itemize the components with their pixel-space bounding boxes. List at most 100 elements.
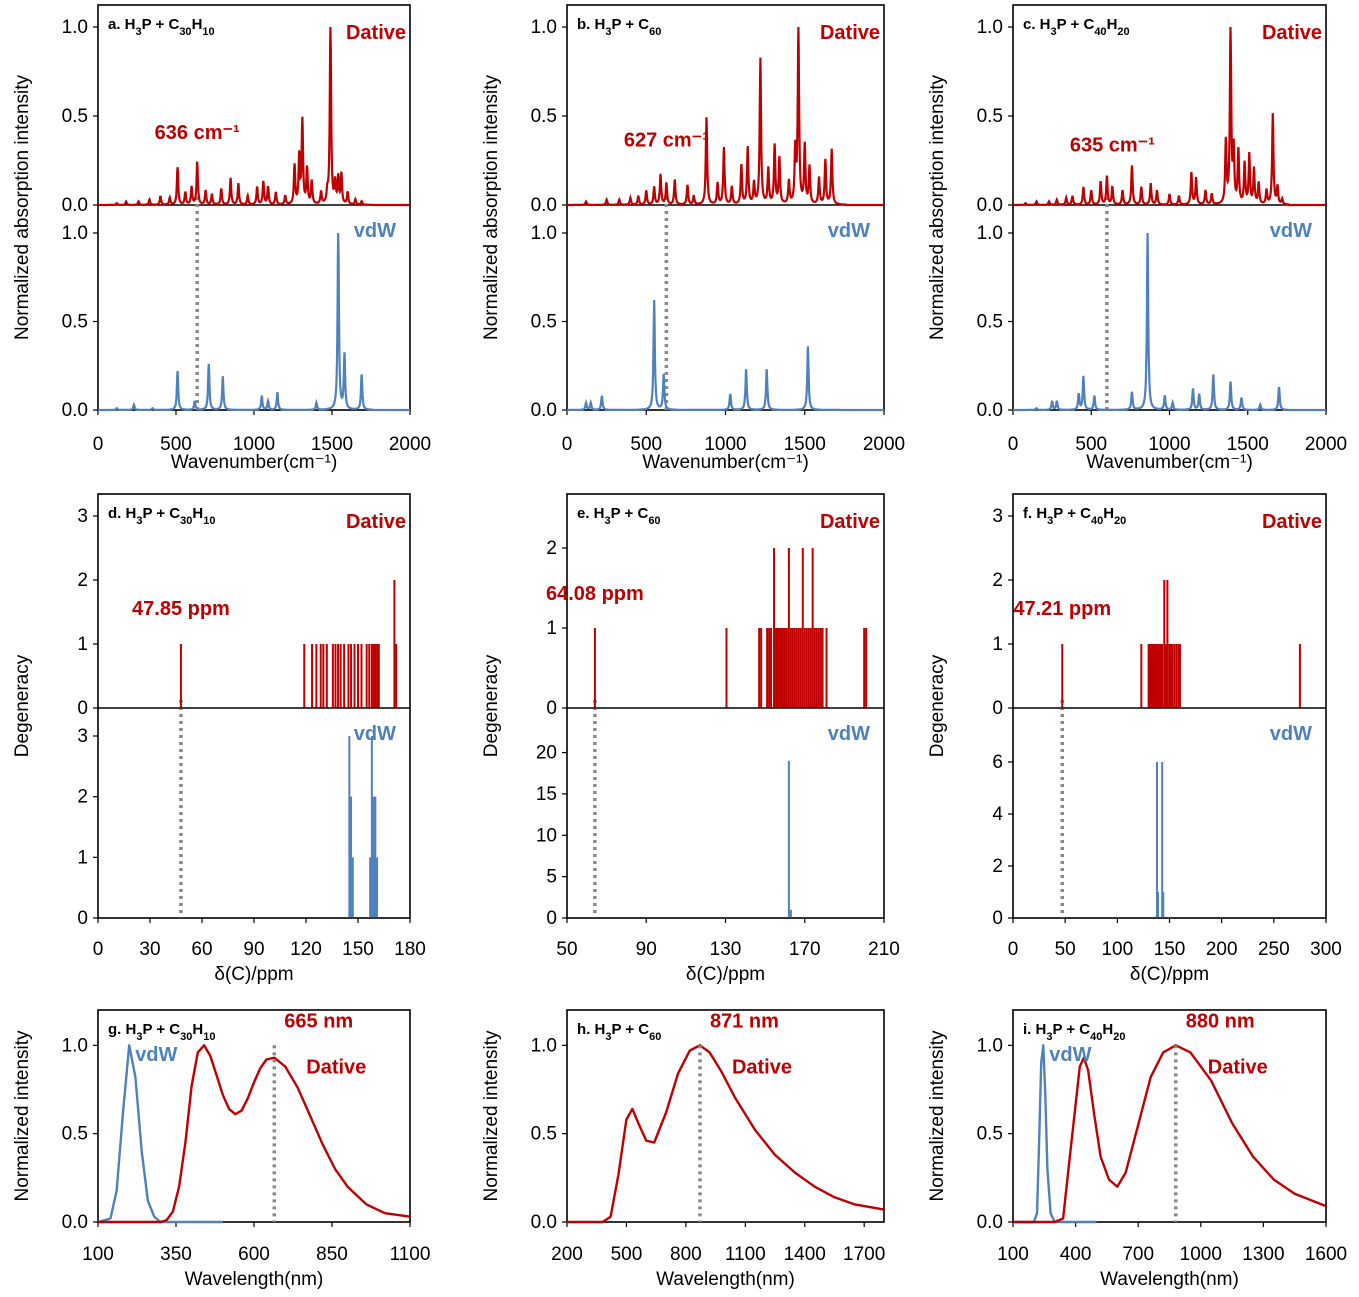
panel-title-part: 10 [203, 515, 215, 527]
plot-frame [566, 1009, 885, 1223]
x-tick-label: 600 [238, 1244, 270, 1265]
y-tick-label: 20 [536, 743, 557, 764]
x-tick-label: 100 [997, 1244, 1029, 1265]
x-tick-label: 90 [636, 939, 657, 960]
series-label-vdw: vdW [135, 1044, 177, 1066]
y-tick-label: 0 [992, 908, 1003, 929]
panel-title-part: 30 [180, 515, 192, 527]
panel-title-part: d. H [108, 505, 136, 522]
peak-annotation: 636 cm⁻¹ [155, 122, 240, 144]
panel-title-part: P + C [611, 16, 649, 33]
x-tick-label: 1100 [725, 1244, 766, 1265]
series-label-dative: Dative [1262, 22, 1322, 44]
x-tick-label: 1100 [390, 1244, 431, 1265]
x-tick-label: 1300 [1242, 1244, 1284, 1265]
peak-annotation: 627 cm⁻¹ [624, 129, 709, 151]
panel-title-part: 3 [1046, 1031, 1052, 1043]
panel-title-part: 3 [1047, 515, 1053, 527]
y-tick-label: 0 [77, 698, 88, 719]
x-tick-label: 2000 [1305, 434, 1347, 455]
x-tick-label: 60 [191, 939, 212, 960]
panel-title: c. H3P + C40H20 [1023, 16, 1130, 38]
panel-title-part: H [1103, 505, 1114, 522]
y-tick-label: 0.0 [977, 1212, 1003, 1233]
y-tick-label: 1.0 [531, 17, 557, 38]
panel-title-part: H [1107, 16, 1118, 33]
panel-title-part: g. H [108, 1021, 136, 1038]
x-tick-label: 0 [93, 434, 104, 455]
y-tick-label: 0 [546, 908, 557, 929]
y-axis-label: Normalized intensity [12, 1030, 33, 1202]
panel-title-part: 30 [180, 1031, 192, 1043]
y-axis-label: Normalized intensity [481, 1030, 502, 1202]
peak-annotation: 871 nm [710, 1011, 779, 1033]
panel-title-part: b. H [577, 16, 605, 33]
x-tick-label: 0 [562, 434, 573, 455]
x-tick-label: 700 [1122, 1244, 1154, 1265]
y-tick-label: 1.0 [531, 1035, 557, 1056]
x-tick-label: 300 [1310, 939, 1342, 960]
series-label-dative: Dative [732, 1057, 792, 1079]
x-tick-label: 1000 [1148, 434, 1190, 455]
y-tick-label: 0 [546, 698, 557, 719]
series-line-dative [1013, 26, 1326, 207]
panel-title: b. H3P + C60 [577, 16, 661, 38]
peak-annotation: 880 nm [1186, 1011, 1255, 1033]
y-tick-label: 0.0 [531, 400, 557, 421]
panel-title-part: 3 [136, 26, 142, 38]
x-tick-label: 1700 [843, 1244, 885, 1265]
x-tick-label: 210 [868, 939, 900, 960]
y-axis-label: Normalized intensity [927, 1030, 948, 1202]
y-tick-label: 3 [77, 506, 88, 527]
x-tick-label: 100 [1101, 939, 1133, 960]
x-tick-label: 250 [1258, 939, 1290, 960]
x-tick-label: 200 [551, 1244, 583, 1265]
panel-title-part: P + C [1052, 1021, 1090, 1038]
panel-title-part: 20 [1113, 1031, 1125, 1043]
y-tick-label: 2 [992, 856, 1003, 877]
x-axis-label: δ(C)/ppm [1130, 964, 1209, 985]
y-tick-label: 1 [77, 634, 88, 655]
panel-title-part: H [1102, 1021, 1113, 1038]
x-tick-label: 30 [139, 939, 160, 960]
y-tick-label: 0.0 [531, 195, 557, 216]
panel-title-part: 10 [202, 26, 214, 38]
panel-title-part: i. H [1023, 1021, 1046, 1038]
series-label-dative: Dative [1208, 1057, 1268, 1079]
x-tick-label: 2000 [863, 434, 905, 455]
y-tick-label: 5 [546, 867, 557, 888]
y-tick-label: 0.0 [62, 400, 88, 421]
y-tick-label: 0 [77, 908, 88, 929]
panel-title-part: P + C [611, 505, 649, 522]
series-label-vdw: vdW [354, 723, 396, 745]
x-axis-label: Wavenumber(cm⁻¹) [642, 452, 809, 473]
panel-title: g. H3P + C30H10 [108, 1021, 215, 1043]
x-tick-label: 350 [160, 1244, 192, 1265]
plot-frame [1012, 1009, 1327, 1223]
y-tick-label: 2 [992, 570, 1003, 591]
panel-title-part: c. H [1023, 16, 1051, 33]
x-tick-label: 850 [316, 1244, 348, 1265]
y-tick-label: 0.5 [531, 312, 557, 333]
chart-panel-h: 200 500 800 1100 1400 1700 Wavelength(nm) Norma… [481, 1009, 885, 1290]
y-tick-label: 4 [992, 804, 1003, 825]
y-tick-label: 6 [992, 752, 1003, 773]
plot-frame [97, 493, 411, 919]
series-line-dative [98, 26, 410, 207]
panel-title-part: 3 [1051, 26, 1057, 38]
y-tick-label: 0.0 [977, 195, 1003, 216]
x-tick-label: 130 [710, 939, 742, 960]
x-tick-label: 500 [611, 1244, 643, 1265]
x-tick-label: 0 [1008, 434, 1019, 455]
x-tick-label: 1000 [704, 434, 746, 455]
y-tick-label: 1.0 [62, 223, 88, 244]
panel-title-part: P + C [1057, 16, 1095, 33]
y-tick-label: 0.0 [62, 195, 88, 216]
series-label-vdw: vdW [354, 220, 396, 242]
series-label-vdw: vdW [828, 220, 870, 242]
y-tick-label: 0.0 [977, 400, 1003, 421]
panel-title-part: P + C [611, 1021, 649, 1038]
y-tick-label: 2 [77, 787, 88, 808]
